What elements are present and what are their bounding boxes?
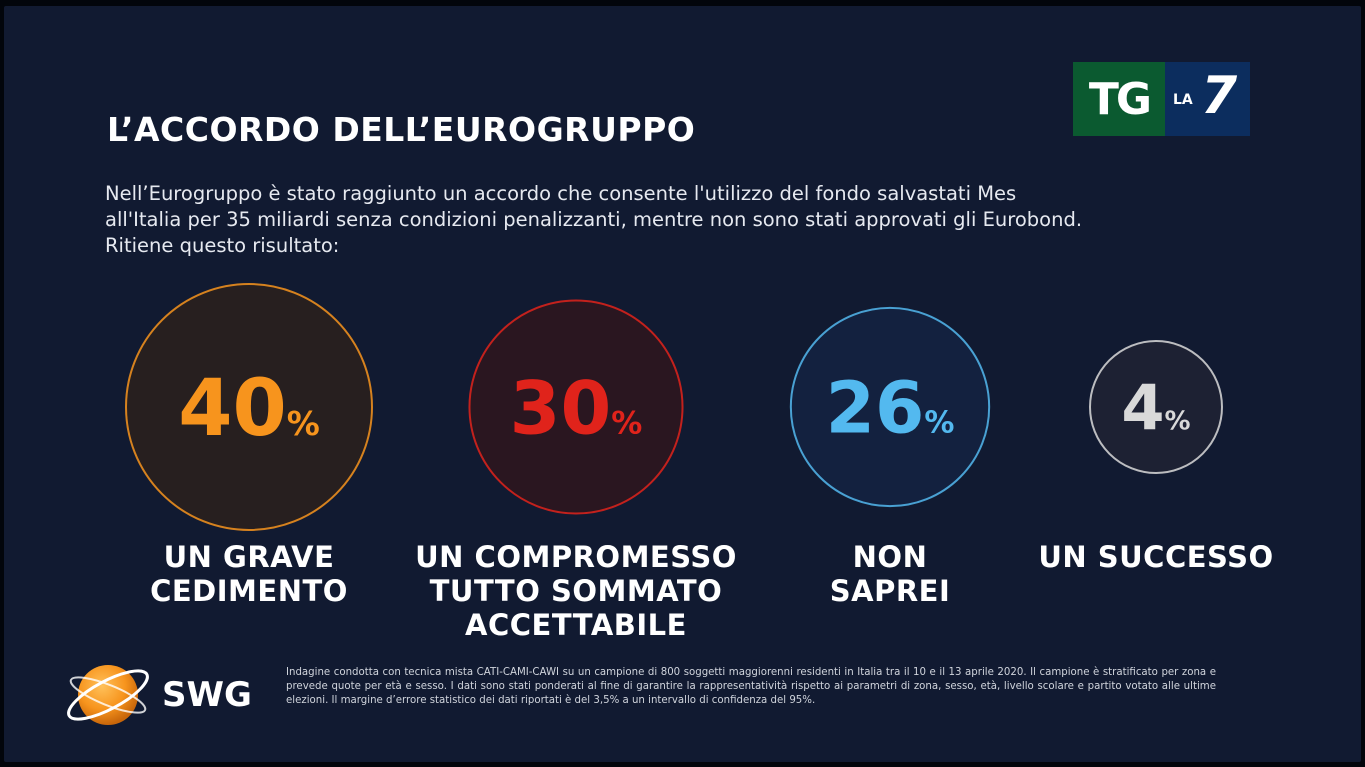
tg-la7-logo: TG LA 7 bbox=[1073, 62, 1250, 136]
logo-la: LA bbox=[1173, 92, 1193, 108]
survey-question: Nell’Eurogruppo è stato raggiunto un acc… bbox=[105, 181, 1275, 259]
category-label-line: UN COMPROMESSO bbox=[415, 540, 737, 574]
globe-icon bbox=[67, 665, 149, 725]
logo-la7-block: LA 7 bbox=[1165, 62, 1250, 136]
question-line: Ritiene questo risultato: bbox=[105, 234, 340, 257]
category-label-line: UN SUCCESSO bbox=[1038, 540, 1274, 574]
category-label-line: TUTTO SOMMATO bbox=[429, 574, 723, 608]
logo-seven: 7 bbox=[1201, 66, 1238, 126]
swg-wordmark: SWG bbox=[162, 675, 252, 715]
swg-logo: SWG bbox=[60, 655, 270, 735]
category-label: UN SUCCESSO bbox=[976, 540, 1336, 574]
category-label-line: SAPREI bbox=[829, 574, 951, 608]
question-line: all'Italia per 35 miliardi senza condizi… bbox=[105, 208, 1083, 231]
category-label-line: UN GRAVE bbox=[163, 540, 335, 574]
category-label-line: ACCETTABILE bbox=[465, 608, 687, 642]
question-line: Nell’Eurogruppo è stato raggiunto un acc… bbox=[105, 182, 1017, 205]
category-label-line: CEDIMENTO bbox=[150, 574, 348, 608]
category-label: UN GRAVE CEDIMENTO bbox=[69, 540, 429, 608]
category-label: NON SAPREI bbox=[710, 540, 1070, 608]
page-title: L’ACCORDO DELL’EUROGRUPPO bbox=[107, 110, 696, 149]
methodology-note: Indagine condotta con tecnica mista CATI… bbox=[286, 667, 1216, 707]
category-label: UN COMPROMESSO TUTTO SOMMATO ACCETTABILE bbox=[396, 540, 756, 642]
logo-tg: TG bbox=[1073, 62, 1165, 136]
category-label-line: NON bbox=[852, 540, 928, 574]
